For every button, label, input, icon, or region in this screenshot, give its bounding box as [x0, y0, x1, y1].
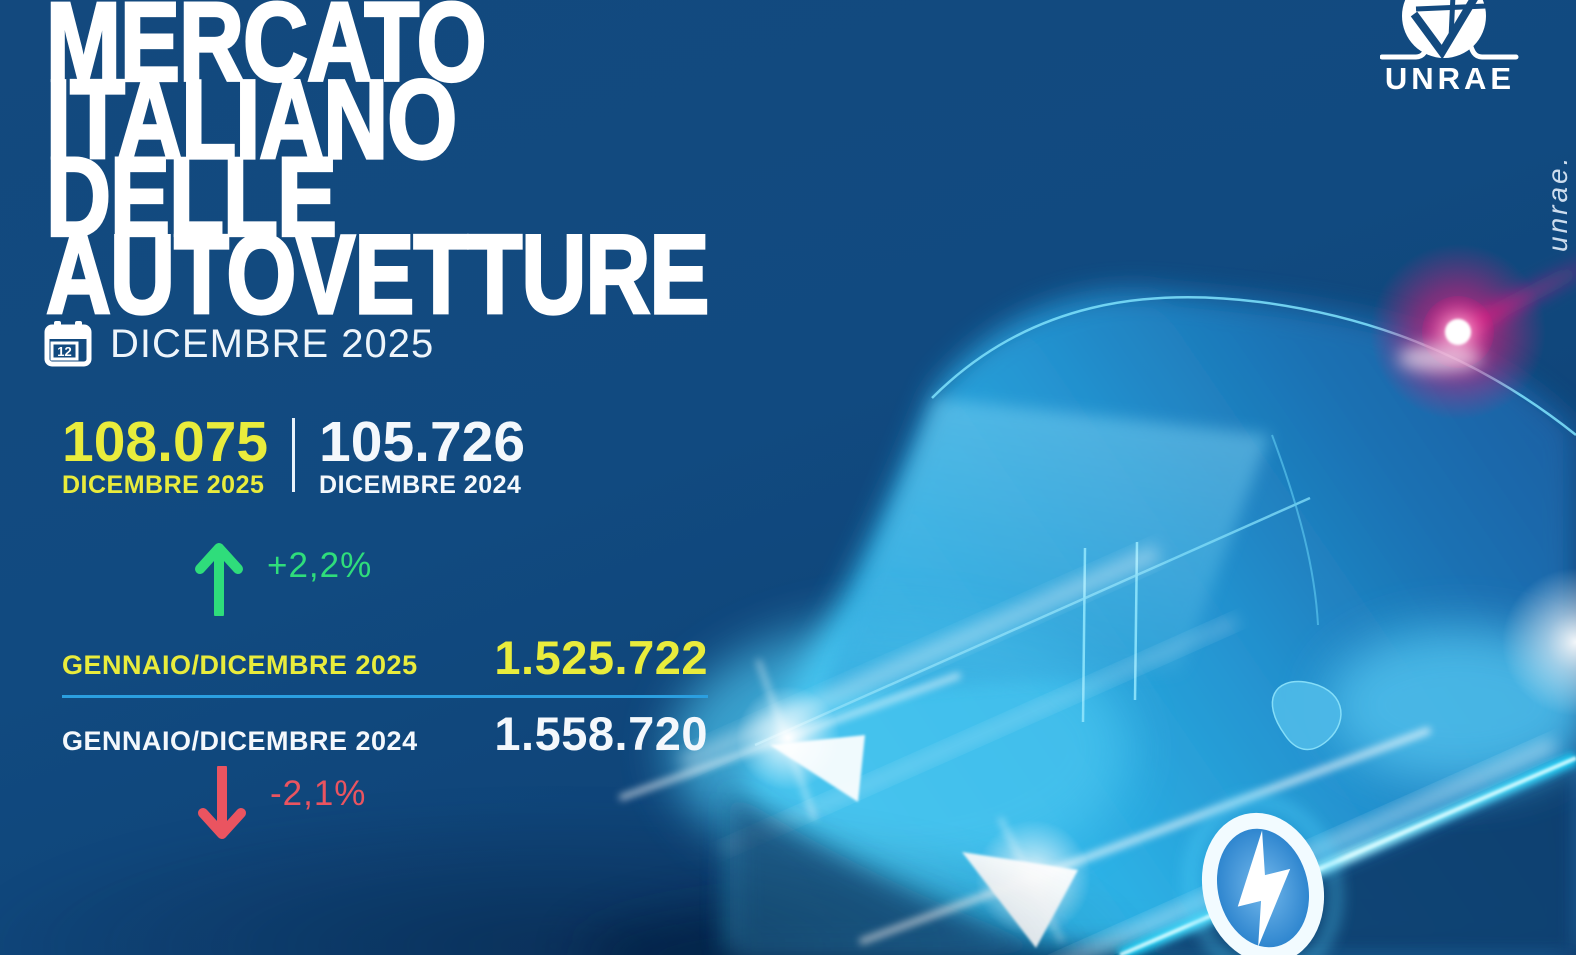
- watermark-text: unrae.: [1542, 154, 1573, 252]
- monthly-current: 108.075 DICEMBRE 2025: [62, 413, 268, 500]
- down-arrow-icon: [198, 766, 246, 839]
- car-illustration: [580, 244, 1576, 955]
- ytd-previous-row: GENNAIO/DICEMBRE 2024 1.558.720: [62, 706, 708, 761]
- title-line: DELLE: [45, 135, 339, 261]
- stats-divider: [292, 418, 296, 492]
- ytd-divider: [62, 695, 708, 698]
- ytd-current-label: GENNAIO/DICEMBRE 2025: [62, 650, 418, 680]
- monthly-previous-label: DICEMBRE 2024: [319, 471, 522, 499]
- monthly-current-label: DICEMBRE 2025: [62, 471, 265, 499]
- beacon-glow: [1370, 244, 1576, 420]
- title-line: AUTOVETTURE: [45, 212, 711, 338]
- headlight-flare-right: [858, 727, 1432, 945]
- ytd-current-row: GENNAIO/DICEMBRE 2025 1.525.722: [62, 630, 708, 685]
- ytd-previous-label: GENNAIO/DICEMBRE 2024: [62, 726, 418, 756]
- title-line: ITALIANO: [45, 57, 459, 183]
- monthly-current-value: 108.075: [62, 410, 269, 474]
- side-mirror: [1271, 680, 1342, 751]
- monthly-change: +2,2%: [193, 538, 372, 616]
- ytd-change-value: -2,1%: [270, 774, 367, 813]
- ytd-previous-value: 1.558.720: [494, 707, 708, 760]
- period-label: DICEMBRE 2025: [110, 321, 435, 366]
- unrae-logo-text: UNRAE: [1385, 61, 1515, 96]
- monthly-stats: 108.075 DICEMBRE 2025 105.726 DICEMBRE 2…: [62, 413, 525, 500]
- svg-text:12: 12: [57, 344, 71, 359]
- ytd-current-value: 1.525.722: [494, 631, 708, 684]
- edge-glow: [1502, 568, 1576, 716]
- lightning-bolt-icon: [1186, 797, 1340, 955]
- windshield: [820, 398, 1270, 695]
- headlight-flare-left: [619, 659, 961, 821]
- page-title: MERCATO ITALIANO DELLE AUTOVETTURE: [45, 0, 711, 338]
- period-row: 12 DICEMBRE 2025: [44, 320, 434, 368]
- monthly-previous-value: 105.726: [319, 410, 526, 474]
- monthly-change-value: +2,2%: [267, 546, 373, 585]
- ytd-change: -2,1%: [196, 766, 366, 844]
- ytd-totals: GENNAIO/DICEMBRE 2025 1.525.722 GENNAIO/…: [62, 630, 708, 761]
- monthly-previous: 105.726 DICEMBRE 2024: [319, 413, 525, 500]
- unrae-logo: UNRAE: [1380, 0, 1519, 96]
- calendar-icon: 12: [44, 321, 92, 367]
- unrae-globe-icon: [1402, 0, 1487, 60]
- up-arrow-icon: [195, 543, 243, 616]
